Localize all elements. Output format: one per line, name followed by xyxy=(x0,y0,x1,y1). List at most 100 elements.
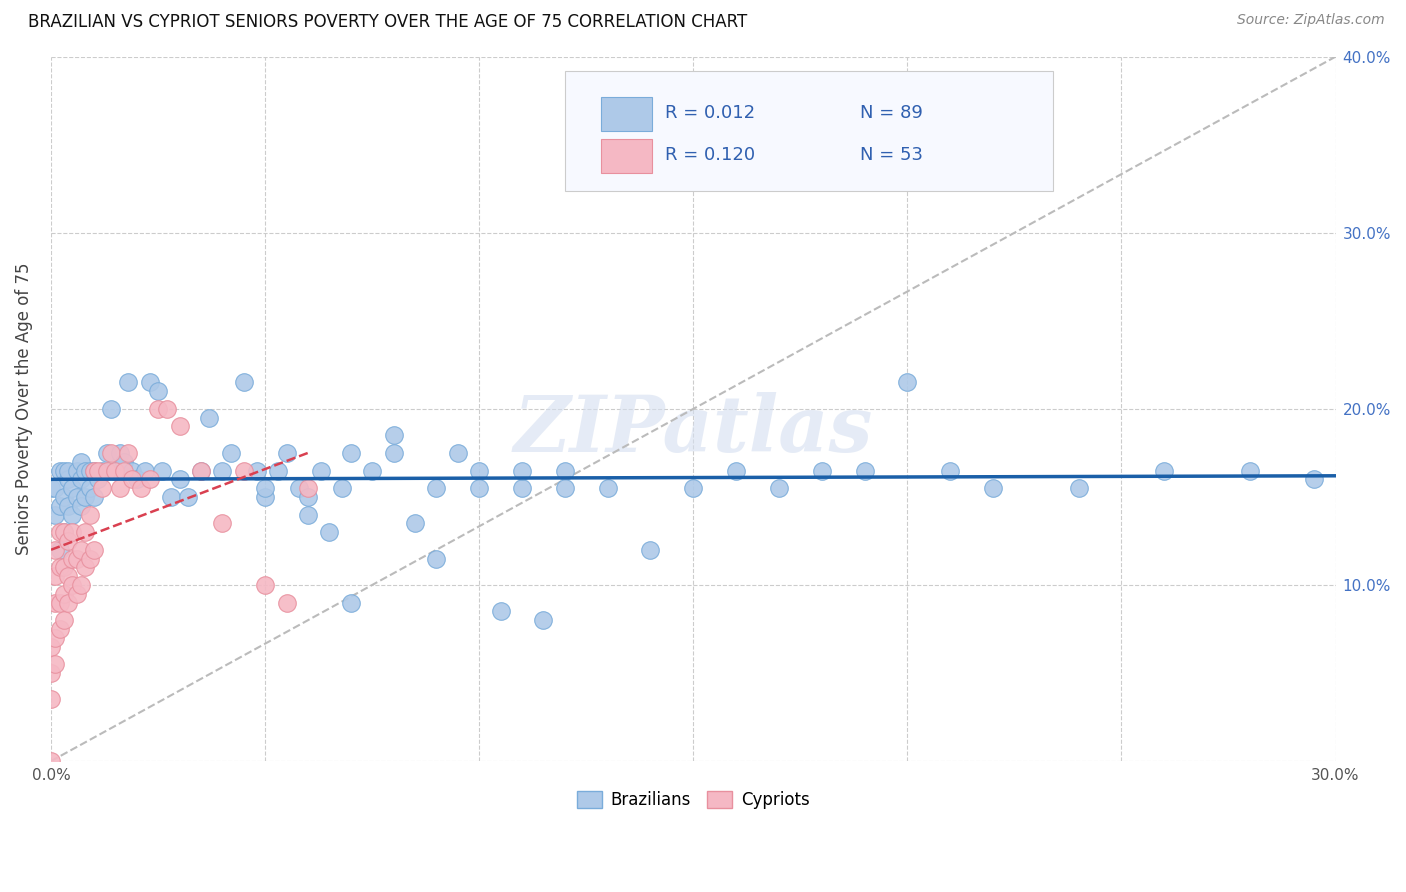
Point xyxy=(44,631,66,645)
Point xyxy=(52,463,75,477)
Point xyxy=(198,410,221,425)
Point xyxy=(190,463,212,477)
Y-axis label: Seniors Poverty Over the Age of 75: Seniors Poverty Over the Age of 75 xyxy=(15,262,32,555)
Point xyxy=(48,499,70,513)
Point xyxy=(62,525,84,540)
Point xyxy=(853,463,876,477)
Point xyxy=(896,376,918,390)
Point xyxy=(533,613,555,627)
Point xyxy=(44,657,66,672)
Point xyxy=(129,481,152,495)
Point xyxy=(297,508,319,522)
Point xyxy=(146,384,169,399)
Text: N = 89: N = 89 xyxy=(860,104,924,122)
Point xyxy=(66,490,89,504)
Point xyxy=(44,596,66,610)
Point xyxy=(104,463,127,477)
Point xyxy=(404,516,426,531)
Point xyxy=(160,490,183,504)
Point xyxy=(138,376,160,390)
Text: R = 0.120: R = 0.120 xyxy=(665,146,755,164)
Point xyxy=(56,499,79,513)
Point xyxy=(1239,463,1261,477)
Text: Source: ZipAtlas.com: Source: ZipAtlas.com xyxy=(1237,13,1385,28)
Point xyxy=(254,490,277,504)
Point xyxy=(768,481,790,495)
Text: R = 0.012: R = 0.012 xyxy=(665,104,755,122)
Point xyxy=(48,525,70,540)
Point xyxy=(56,596,79,610)
Point xyxy=(75,560,97,574)
Point xyxy=(134,463,156,477)
Bar xyxy=(600,97,652,130)
Point xyxy=(382,428,405,442)
Point xyxy=(297,490,319,504)
Point xyxy=(83,542,105,557)
Point xyxy=(79,481,101,495)
Point xyxy=(39,666,62,681)
Point xyxy=(981,481,1004,495)
Point xyxy=(48,596,70,610)
Point xyxy=(39,754,62,768)
Point xyxy=(554,463,576,477)
Text: ZIPatlas: ZIPatlas xyxy=(513,392,873,468)
Point xyxy=(468,463,491,477)
Point xyxy=(62,551,84,566)
Point xyxy=(44,508,66,522)
Point xyxy=(245,463,267,477)
Point xyxy=(56,569,79,583)
Point xyxy=(56,533,79,548)
Point xyxy=(112,463,135,477)
Point xyxy=(75,463,97,477)
Point xyxy=(510,481,533,495)
Point xyxy=(79,508,101,522)
Point xyxy=(66,587,89,601)
Point xyxy=(44,569,66,583)
Point xyxy=(66,463,89,477)
Bar xyxy=(600,139,652,173)
Point xyxy=(70,472,93,486)
Point xyxy=(219,446,242,460)
Point xyxy=(810,463,832,477)
Point xyxy=(489,604,512,618)
Point xyxy=(56,463,79,477)
Point xyxy=(117,376,139,390)
Point xyxy=(83,463,105,477)
Point xyxy=(96,463,118,477)
Point xyxy=(254,481,277,495)
Point xyxy=(361,463,384,477)
Point xyxy=(100,401,122,416)
Point xyxy=(104,463,127,477)
Point xyxy=(39,481,62,495)
Point xyxy=(96,446,118,460)
Point xyxy=(83,463,105,477)
Text: BRAZILIAN VS CYPRIOT SENIORS POVERTY OVER THE AGE OF 75 CORRELATION CHART: BRAZILIAN VS CYPRIOT SENIORS POVERTY OVE… xyxy=(28,13,748,31)
Point xyxy=(117,446,139,460)
Point xyxy=(79,463,101,477)
Point xyxy=(211,463,233,477)
Point xyxy=(125,472,148,486)
Point xyxy=(596,481,619,495)
Point xyxy=(146,401,169,416)
Point xyxy=(75,490,97,504)
Point xyxy=(267,463,290,477)
Point xyxy=(510,463,533,477)
Point xyxy=(48,622,70,636)
Point xyxy=(1153,463,1175,477)
Point xyxy=(725,463,748,477)
Point xyxy=(70,542,93,557)
Point xyxy=(48,560,70,574)
Point xyxy=(169,419,191,434)
Point xyxy=(339,446,361,460)
Point xyxy=(70,455,93,469)
Point xyxy=(254,578,277,592)
Point xyxy=(318,525,340,540)
Point xyxy=(48,542,70,557)
Point xyxy=(52,525,75,540)
Point xyxy=(62,481,84,495)
Point xyxy=(156,401,179,416)
Point xyxy=(309,463,332,477)
Point xyxy=(87,463,110,477)
Point xyxy=(382,446,405,460)
Point xyxy=(56,472,79,486)
